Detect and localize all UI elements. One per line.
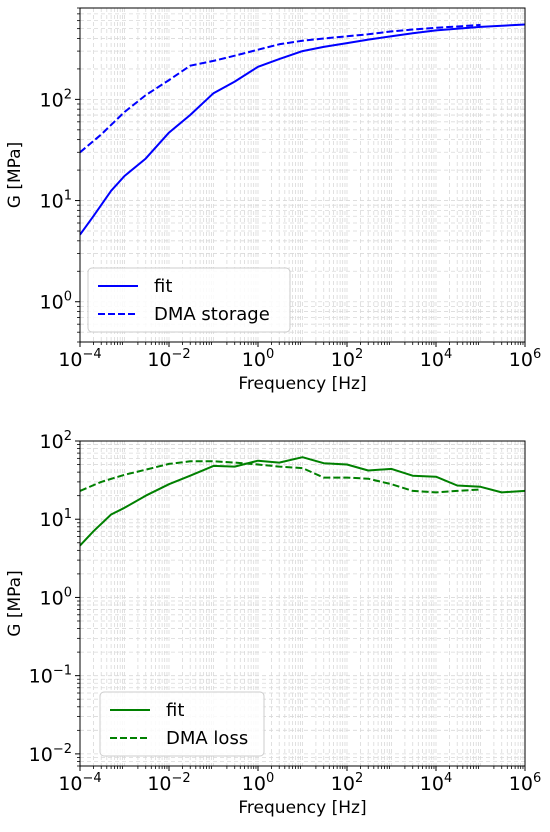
legend-label: fit [154,276,172,297]
y-tick-label: 100 [40,585,72,609]
chart-1: 10−4 10−2 100 102 104 106 100 101 102 Frequency [… [5,7,541,394]
axes-frame [79,7,526,343]
x-axis-label: Frequency [Hz] [238,374,366,394]
x-tick-label: 10−2 [147,771,190,795]
y-tick-label: 100 [40,290,72,314]
x-tick-label: 104 [420,347,452,371]
legend-box [99,691,265,757]
x-tick-label: 100 [242,347,274,371]
series-line-1 [80,23,525,236]
x-tick-label: 104 [420,771,452,795]
legend: fit DMA storage [87,267,291,333]
x-tick-label: 10−2 [147,347,190,371]
x-tick-label: 102 [331,347,363,371]
x-tick-label: 10−4 [58,771,101,795]
axes-frame [79,440,526,767]
y-tick-label: 102 [40,87,72,111]
x-tick-label: 106 [509,771,541,795]
series-line-1 [80,456,525,547]
legend: fit DMA loss [99,691,265,757]
y-axis-label: G [MPa] [5,142,25,208]
chart-2: 10−4 10−2 100 102 104 106 10−2 10−1 100 101 102 Fre… [5,429,541,818]
x-tick-label: 102 [331,771,363,795]
x-tick-label: 106 [509,347,541,371]
legend-box [87,267,291,333]
x-tick-label: 100 [242,771,274,795]
legend-label: DMA storage [154,304,270,325]
y-tick-label: 101 [40,189,72,213]
legend-label: DMA loss [166,728,248,749]
y-tick-label: 102 [40,429,72,453]
y-axis-label: G [MPa] [5,570,25,636]
y-tick-label: 101 [40,507,72,531]
series-line-2 [80,460,481,494]
x-tick-label: 10−4 [58,347,101,371]
y-tick-label: 10−2 [29,742,72,766]
y-tick-label: 10−1 [29,664,72,688]
legend-label: fit [166,700,184,721]
grid [79,440,526,767]
x-axis-label: Frequency [Hz] [238,798,366,818]
series-line-2 [80,23,481,154]
